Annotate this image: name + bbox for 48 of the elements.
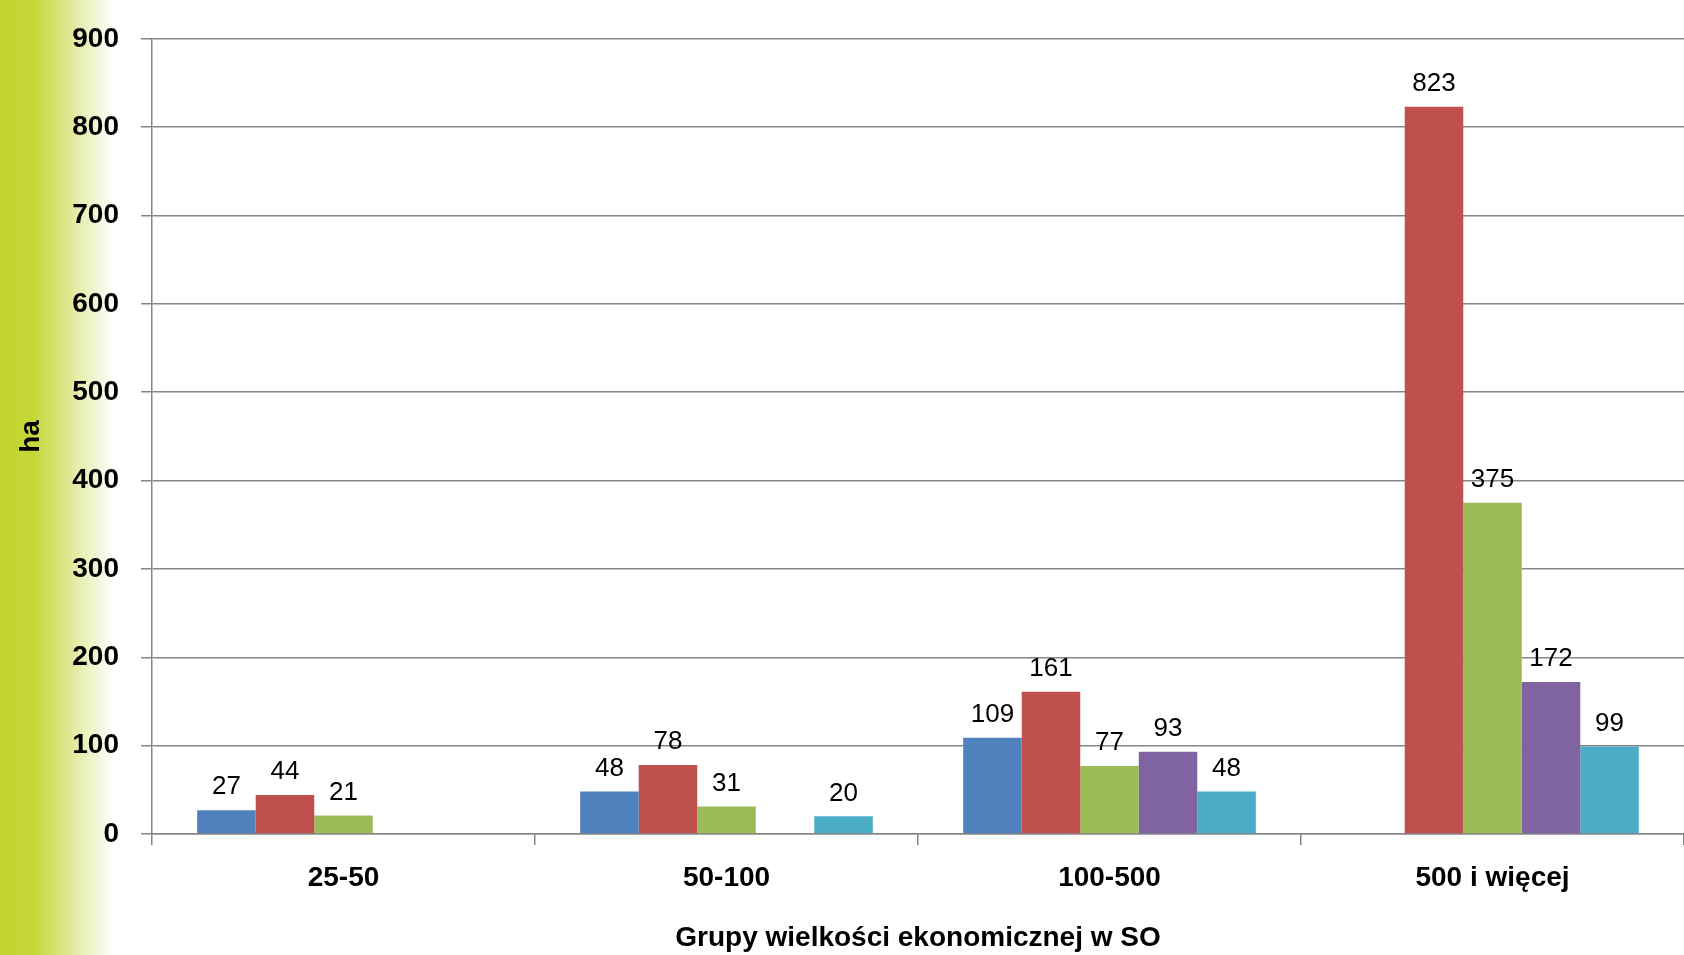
data-label: 31 [712,766,741,797]
y-tick-label: 400 [72,463,119,495]
y-tick-label: 200 [72,640,119,672]
data-label: 93 [1153,712,1183,742]
data-label: 20 [829,776,859,807]
bar [1580,746,1639,834]
bar [1463,502,1522,834]
bar [1404,106,1464,834]
data-label: 172 [1529,642,1573,673]
y-tick-label: 300 [72,551,119,583]
bar [314,815,373,834]
data-label: 48 [594,751,624,782]
y-tick-label: 500 [72,374,119,406]
data-label: 109 [970,697,1015,728]
data-label: 48 [1212,751,1242,782]
data-label: 44 [270,755,300,786]
bar [814,816,873,834]
bar [255,795,315,834]
bar [963,737,1022,834]
y-tick-label: 600 [72,286,119,318]
y-tick-label: 100 [72,728,119,760]
y-tick-label: 700 [72,198,119,230]
y-tick-label: 800 [72,109,119,141]
y-tick-label: 0 [103,816,119,848]
y-axis-title: ha [13,419,45,453]
bar [1138,751,1198,834]
bar [1021,691,1081,834]
x-tick-label: 50-100 [682,860,771,892]
data-label: 99 [1595,706,1625,737]
x-axis-title: Grupy wielkości ekonomicznej w SO [675,920,1161,952]
bar [1080,765,1139,834]
x-tick-label: 25-50 [307,860,380,892]
bar [580,791,639,834]
data-label: 21 [329,775,358,806]
x-tick-label: 500 i więcej [1415,860,1570,892]
bar [197,810,256,834]
bar [1197,791,1256,834]
y-tick-label: 900 [72,21,119,53]
x-tick-label: 100-500 [1058,860,1161,892]
data-label: 78 [653,725,683,756]
data-label: 375 [1470,462,1515,493]
bar [1521,682,1581,834]
data-label: 823 [1412,67,1456,98]
data-label: 161 [1029,651,1073,682]
bar [638,765,698,834]
data-label: 27 [211,770,241,801]
bar [697,806,756,834]
data-label: 77 [1095,726,1124,757]
